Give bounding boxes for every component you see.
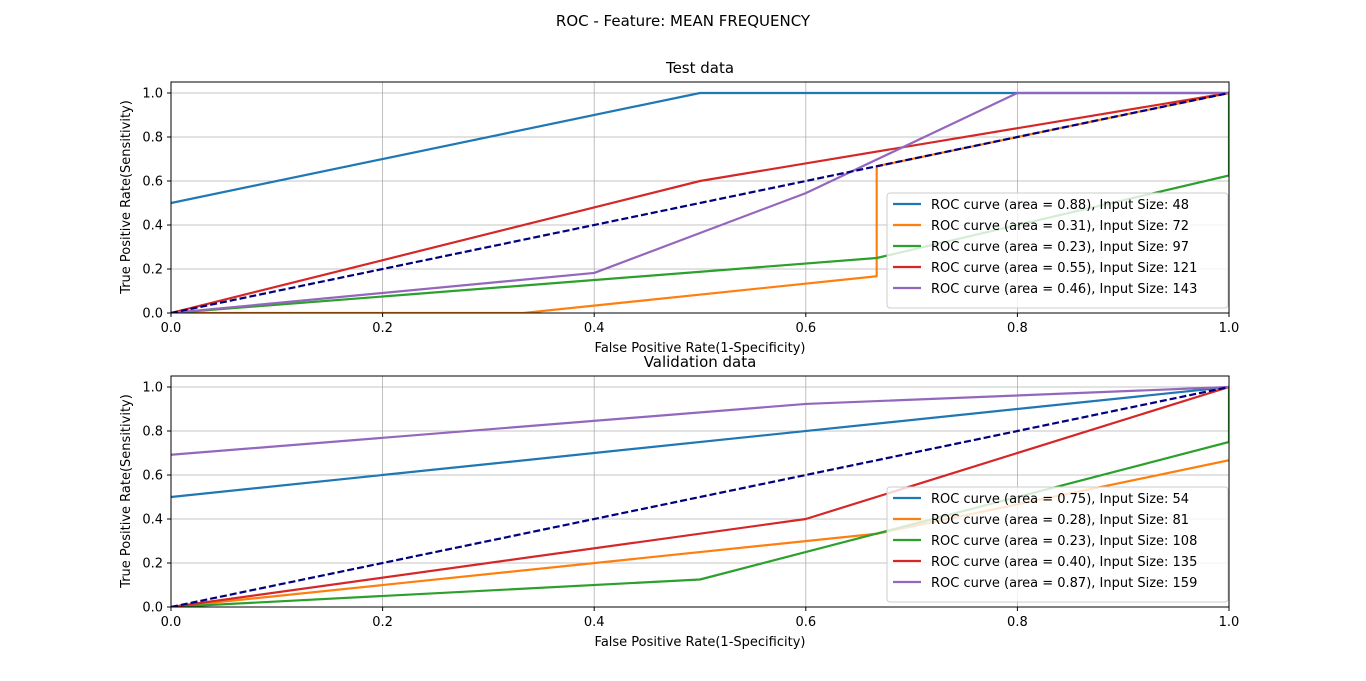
- validation-x-tick-label: 0.0: [161, 615, 182, 630]
- test-series-group: [171, 91, 1229, 313]
- validation-y-tick-label: 1.0: [142, 381, 163, 396]
- validation-roc-series-4: [171, 385, 1229, 456]
- test-axes-frame: [170, 81, 1230, 314]
- validation-x-tick-label: 0.6: [795, 615, 816, 630]
- validation-roc-series-0: [171, 385, 1229, 499]
- validation-y-tick-label: 0.2: [142, 557, 163, 572]
- test-legend-label-1: ROC curve (area = 0.31), Input Size: 72: [931, 219, 1189, 234]
- test-legend-label-2: ROC curve (area = 0.23), Input Size: 97: [931, 240, 1189, 255]
- validation-legend-box: [886, 486, 1229, 603]
- test-legend-label-3: ROC curve (area = 0.55), Input Size: 121: [931, 261, 1197, 276]
- validation-chart-title: Validation data: [644, 353, 757, 371]
- test-x-tick-label: 0.8: [1007, 321, 1028, 336]
- test-y-tick-label: 1.0: [142, 87, 163, 102]
- validation-x-axis-label: False Positive Rate(1-Specificity): [595, 635, 806, 650]
- validation-legend-label-2: ROC curve (area = 0.23), Input Size: 108: [931, 534, 1197, 549]
- test-y-tick-label: 0.4: [142, 219, 163, 234]
- test-legend-label-4: ROC curve (area = 0.46), Input Size: 143: [931, 282, 1197, 297]
- validation-y-tick-label: 0.4: [142, 513, 163, 528]
- validation-legend-label-3: ROC curve (area = 0.40), Input Size: 135: [931, 555, 1197, 570]
- validation-chance-diagonal: [171, 385, 1229, 607]
- validation-x-tick-label: 0.2: [372, 615, 393, 630]
- test-x-tick-label: 1.0: [1219, 321, 1240, 336]
- test-roc-series-3: [171, 91, 1229, 313]
- test-legend-box: [886, 192, 1229, 309]
- test-x-tick-label: 0.6: [795, 321, 816, 336]
- test-y-axis-label: True Positive Rate(Sensitivity): [119, 100, 134, 295]
- validation-legend: ROC curve (area = 0.75), Input Size: 54 R…: [886, 486, 1229, 603]
- test-chance-diagonal: [171, 91, 1229, 313]
- test-x-tick-label: 0.4: [584, 321, 605, 336]
- validation-y-axis-label: True Positive Rate(Sensitivity): [119, 394, 134, 589]
- validation-plot-area: 0.0 0.2 0.4 0.6 0.8 1.0 0.0 0.2 0.4 0.6 0.8 1.0 ROC …: [142, 375, 1240, 630]
- test-x-tick-label: 0.2: [372, 321, 393, 336]
- validation-x-tick-label: 0.4: [584, 615, 605, 630]
- validation-y-tick-label: 0.8: [142, 425, 163, 440]
- validation-x-tick-label: 1.0: [1219, 615, 1240, 630]
- validation-y-tick-label: 0.0: [142, 601, 163, 616]
- validation-data-subplot: Validation data False Positive Rate(1-Sp…: [119, 353, 805, 650]
- test-legend-label-0: ROC curve (area = 0.88), Input Size: 48: [931, 198, 1189, 213]
- test-legend: ROC curve (area = 0.88), Input Size: 48 R…: [886, 192, 1229, 309]
- validation-legend-label-4: ROC curve (area = 0.87), Input Size: 159: [931, 576, 1197, 591]
- validation-y-tick-label: 0.6: [142, 469, 163, 484]
- test-y-tick-label: 0.8: [142, 131, 163, 146]
- validation-x-tick-label: 0.8: [1007, 615, 1028, 630]
- test-y-tick-label: 0.0: [142, 307, 163, 322]
- test-roc-series-4: [171, 91, 1229, 313]
- test-plot-area: 0.0 0.2 0.4 0.6 0.8 1.0 0.0 0.2 0.4 0.6 0.8 1.0 ROC …: [142, 81, 1240, 336]
- test-y-tick-label: 0.6: [142, 175, 163, 190]
- test-data-subplot: Test data False Positive Rate(1-Specific…: [119, 59, 805, 356]
- test-y-tick-label: 0.2: [142, 263, 163, 278]
- test-x-axis-label: False Positive Rate(1-Specificity): [595, 341, 806, 356]
- validation-legend-label-1: ROC curve (area = 0.28), Input Size: 81: [931, 513, 1189, 528]
- figure-suptitle: ROC - Feature: MEAN FREQUENCY: [556, 12, 811, 30]
- validation-axes-frame: [170, 375, 1230, 608]
- test-chart-title: Test data: [665, 59, 734, 77]
- test-x-tick-label: 0.0: [161, 321, 182, 336]
- validation-roc-series-3: [171, 385, 1229, 607]
- test-roc-series-0: [171, 91, 1229, 205]
- validation-legend-label-0: ROC curve (area = 0.75), Input Size: 54: [931, 492, 1189, 507]
